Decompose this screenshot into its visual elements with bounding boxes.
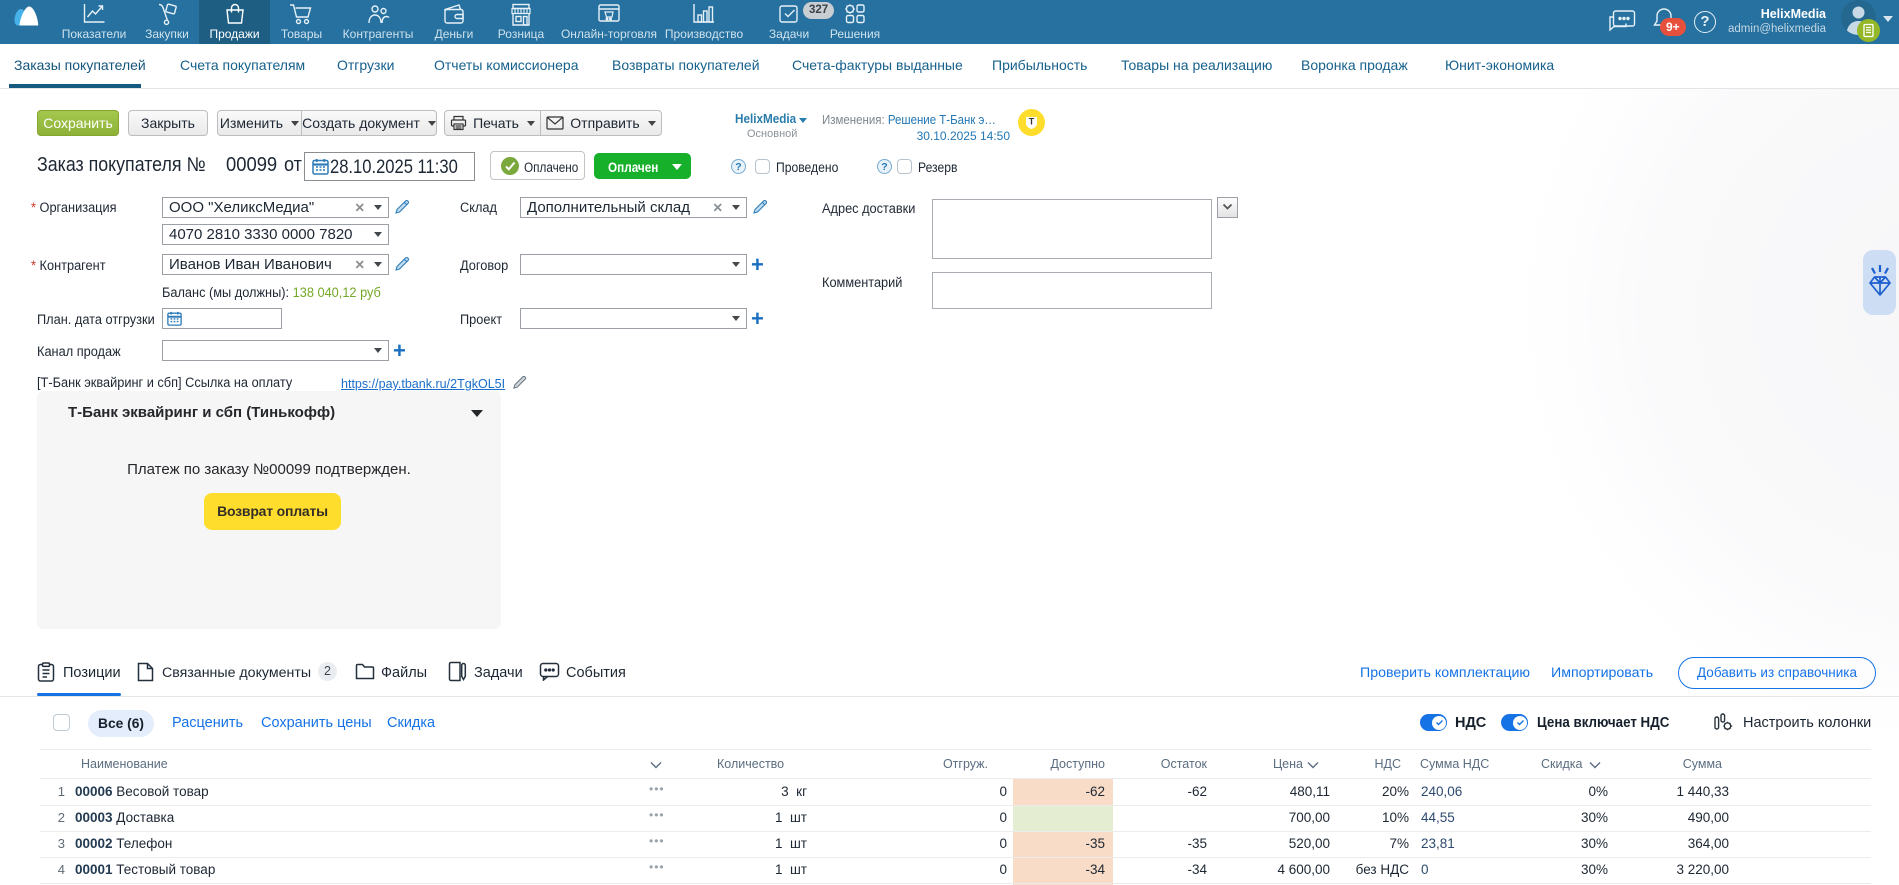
svg-text:Т: Т [1029, 117, 1035, 127]
